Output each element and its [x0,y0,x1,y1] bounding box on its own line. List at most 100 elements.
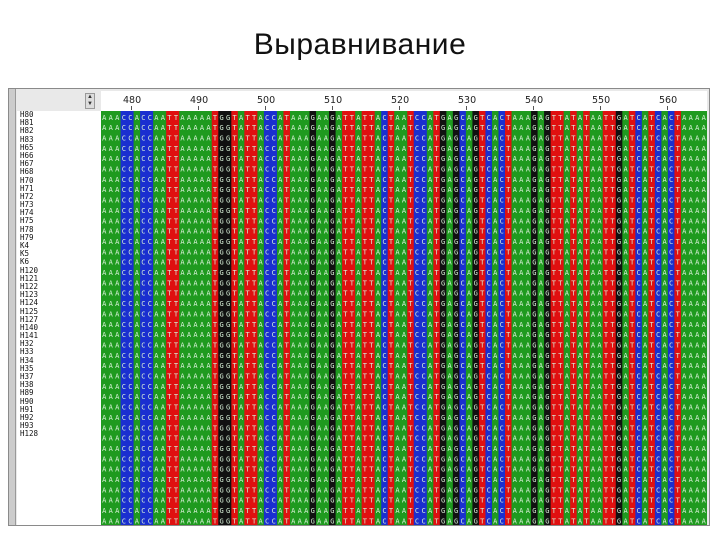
nucleotide-letter: G [454,207,458,215]
nucleotide-letter: A [135,134,140,142]
nucleotide-cell [420,131,428,143]
sequence-name[interactable]: H65 [17,144,101,152]
nucleotide-letter: C [122,114,126,122]
nucleotide-cell [394,152,402,164]
nucleotide-cell [407,142,415,153]
nucleotide-letter: C [461,352,465,360]
sequence-name[interactable]: H92 [17,414,101,422]
sequence-name[interactable]: H125 [17,308,101,316]
nucleotide-letter: C [148,228,152,236]
sequence-name[interactable]: H37 [17,373,101,381]
nucleotide-cell [433,142,441,153]
nucleotide-cell [127,152,134,164]
sequence-name[interactable]: H71 [17,185,101,193]
sequence-name[interactable]: H34 [17,357,101,365]
nucleotide-letter: A [513,134,518,142]
sequence-name[interactable]: H122 [17,283,101,291]
sequence-name[interactable]: H128 [17,430,101,438]
nucleotide-letter: C [636,259,640,267]
sequence-name[interactable]: K6 [17,258,101,266]
nucleotide-letter: G [219,321,223,329]
nucleotide-cell [570,142,578,153]
nucleotide-letter: G [532,186,536,194]
nucleotide-letter: A [513,114,518,122]
sequence-name[interactable]: H70 [17,177,101,185]
sequence-name[interactable]: H140 [17,324,101,332]
nucleotide-cell [316,152,323,164]
nucleotide-cell [140,131,148,143]
nucleotide-cell [693,142,701,153]
nucleotide-letter: C [461,341,465,349]
sequence-name[interactable]: H67 [17,160,101,168]
nucleotide-letter: G [330,321,334,329]
sequence-name[interactable]: H123 [17,291,101,299]
nucleotide-cell [400,121,408,133]
sequence-name[interactable]: H141 [17,332,101,340]
nucleotide-cell [485,121,493,133]
ruler-tick [600,106,601,110]
sequence-name[interactable]: H90 [17,398,101,406]
sequence-name[interactable]: H120 [17,267,101,275]
nucleotide-letter: T [630,134,635,142]
sequence-name[interactable]: H82 [17,127,101,135]
nucleotide-cell [198,111,206,122]
sequence-name[interactable]: H79 [17,234,101,242]
nucleotide-cell [635,111,643,122]
nucleotide-cell [452,111,460,122]
nucleotide-cell [563,111,571,122]
sequence-name[interactable]: H78 [17,226,101,234]
sequence-name[interactable]: H124 [17,299,101,307]
sequence-name[interactable]: H32 [17,340,101,348]
sequence-name[interactable]: H89 [17,389,101,397]
nucleotide-letter: G [441,166,445,174]
nucleotide-letter: G [617,166,621,174]
sequence-name[interactable]: H66 [17,152,101,160]
nucleotide-letter: C [421,362,425,370]
nucleotide-cell [511,111,519,122]
sequence-name[interactable]: K5 [17,250,101,258]
nucleotide-cell [322,152,330,164]
nucleotide-letter: C [382,373,386,381]
sequence-name[interactable]: H73 [17,201,101,209]
nucleotide-cell [120,111,128,122]
nucleotide-letter: C [500,269,504,277]
sequence-name[interactable]: H81 [17,119,101,127]
nucleotide-letter: T [558,145,563,153]
nucleotide-cell [407,121,415,133]
nucleotide-letter: C [636,197,640,205]
nucleotide-cell [381,131,389,143]
sequence-name[interactable]: H68 [17,168,101,176]
sequence-name[interactable]: H74 [17,209,101,217]
nucleotide-cell [322,142,330,153]
nucleotide-letter: A [702,134,707,142]
sequence-name[interactable]: H38 [17,381,101,389]
nucleotide-cell [316,111,323,122]
nucleotide-letter: C [122,352,126,360]
sequence-name[interactable]: H121 [17,275,101,283]
sequence-name[interactable]: H75 [17,217,101,225]
nucleotide-cell [407,131,415,143]
nucleotide-letter: A [395,155,400,163]
sequence-name[interactable]: H33 [17,348,101,356]
nucleotide-letter: T [246,155,251,163]
nucleotide-cell [609,111,617,122]
sequence-name[interactable]: H35 [17,365,101,373]
ruler-label: 480 [123,95,141,106]
nucleotide-letter: G [330,259,334,267]
nucleotide-letter: A [298,134,303,142]
sequence-name[interactable]: H80 [17,111,101,119]
sequence-name[interactable]: K4 [17,242,101,250]
nucleotide-letter: C [500,124,504,132]
nucleotide-letter: C [265,259,269,267]
sequence-name[interactable]: H83 [17,136,101,144]
sequence-name[interactable]: H127 [17,316,101,324]
nucleotide-letter: C [382,145,386,153]
scroll-spinner[interactable]: ▲ ▼ [85,93,95,109]
sequence-name[interactable]: H93 [17,422,101,430]
sequence-name[interactable]: H72 [17,193,101,201]
nucleotide-letter: T [246,145,251,153]
nucleotide-cell [296,142,304,153]
sequence-name[interactable]: H91 [17,406,101,414]
nucleotide-cell [680,131,688,143]
